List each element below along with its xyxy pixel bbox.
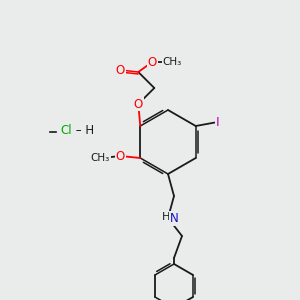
Text: I: I xyxy=(216,116,220,128)
Text: O: O xyxy=(148,56,157,68)
Text: CH₃: CH₃ xyxy=(91,153,110,163)
Text: CH₃: CH₃ xyxy=(163,57,182,67)
Text: O: O xyxy=(116,64,125,76)
Text: H: H xyxy=(162,212,170,222)
Text: O: O xyxy=(134,98,143,110)
Text: Cl: Cl xyxy=(60,124,72,137)
Text: – H: – H xyxy=(72,124,94,137)
Text: N: N xyxy=(169,212,178,226)
Text: O: O xyxy=(116,149,125,163)
